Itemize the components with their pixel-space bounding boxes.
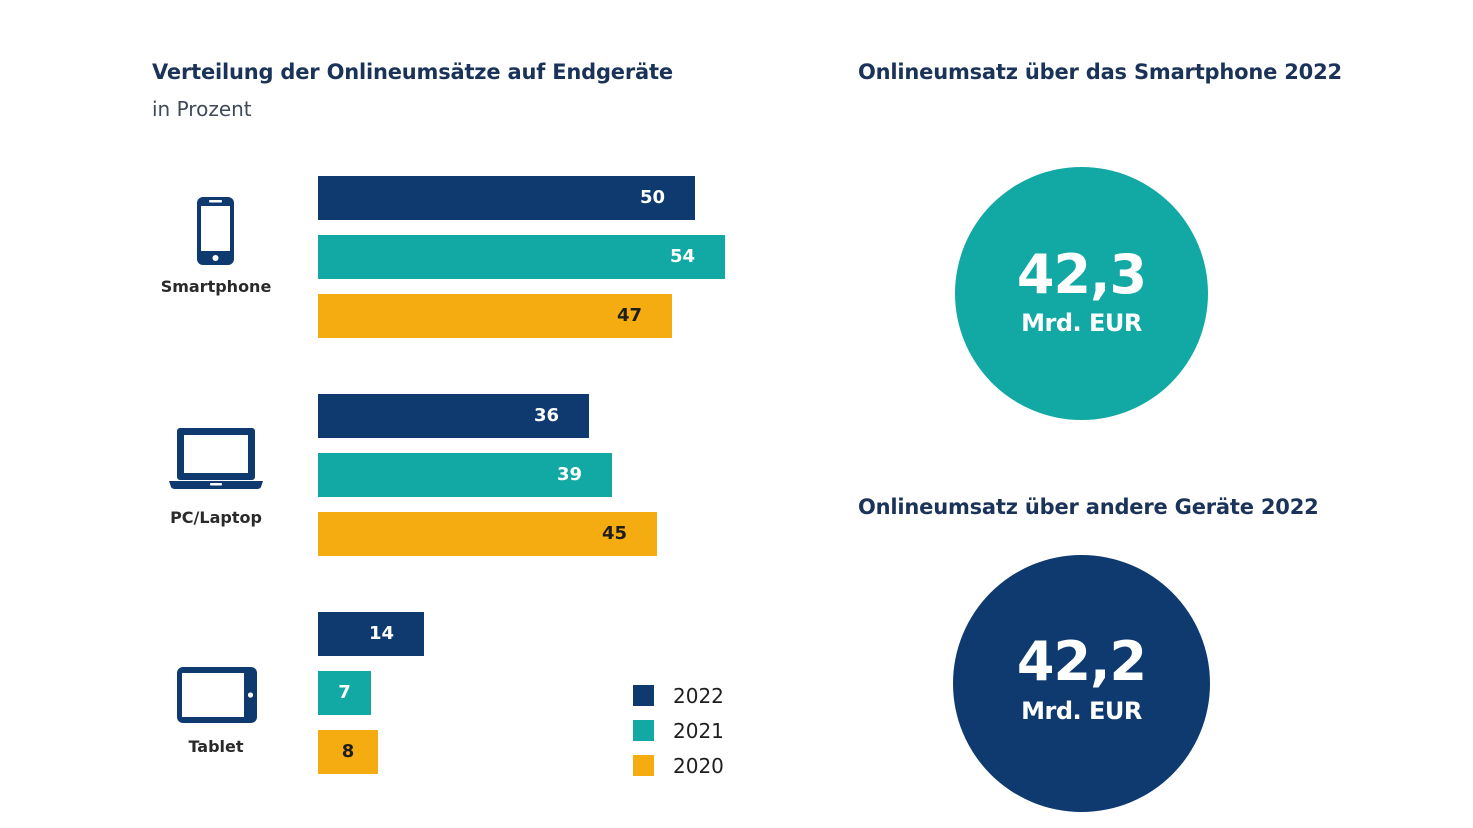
bar-pc-laptop-2022: 36 <box>318 394 589 438</box>
tablet-icon <box>177 667 257 723</box>
legend-label-2020: 2020 <box>673 754 724 778</box>
bar-pc-laptop-2021: 39 <box>318 453 612 497</box>
legend-label-2021: 2021 <box>673 719 724 743</box>
legend-swatch-2022 <box>633 685 654 706</box>
bar-value-label: 47 <box>616 305 642 326</box>
smartphone-revenue-circle: 42,3 Mrd. EUR <box>955 167 1208 420</box>
smartphone-revenue-unit: Mrd. EUR <box>1021 309 1142 337</box>
smartphone-revenue-title: Onlineumsatz über das Smartphone 2022 <box>858 60 1342 84</box>
bar-value-label: 50 <box>639 187 665 208</box>
legend-swatch-2021 <box>633 720 654 741</box>
bar-value-label: 8 <box>341 741 355 762</box>
other-devices-revenue-title: Onlineumsatz über andere Geräte 2022 <box>858 495 1319 519</box>
other-devices-revenue-unit: Mrd. EUR <box>1021 697 1142 725</box>
category-label-tablet: Tablet <box>188 737 244 756</box>
smartphone-revenue-value: 42,3 <box>1016 243 1147 306</box>
bar-value-label: 45 <box>601 523 627 544</box>
bar-value-label: 36 <box>533 405 559 426</box>
bar-value-label: 54 <box>669 246 695 267</box>
other-devices-revenue-value: 42,2 <box>1016 630 1147 693</box>
chart-subtitle: in Prozent <box>152 97 252 121</box>
other-devices-revenue-circle: 42,2 Mrd. EUR <box>953 555 1210 812</box>
bar-tablet-2022: 14 <box>318 612 424 656</box>
category-tablet: Tablet <box>151 665 281 756</box>
category-label-pc-laptop: PC/Laptop <box>170 508 262 527</box>
bar-value-label: 7 <box>338 682 351 703</box>
bar-value-label: 14 <box>368 623 394 644</box>
category-label-smartphone: Smartphone <box>160 277 272 296</box>
laptop-icon <box>169 428 263 489</box>
bar-pc-laptop-2020: 45 <box>318 512 657 556</box>
bar-smartphone-2020: 47 <box>318 294 672 338</box>
bar-value-label: 39 <box>556 464 582 485</box>
smartphone-icon <box>197 197 234 265</box>
bar-tablet-2020: 8 <box>318 730 378 774</box>
legend-swatch-2020 <box>633 755 654 776</box>
chart-title: Verteilung der Onlineumsätze auf Endgerä… <box>152 60 673 84</box>
bar-smartphone-2021: 54 <box>318 235 725 279</box>
category-smartphone: Smartphone <box>151 195 281 296</box>
bar-smartphone-2022: 50 <box>318 176 695 220</box>
bar-tablet-2021: 7 <box>318 671 371 715</box>
category-pc-laptop: PC/Laptop <box>151 425 281 527</box>
legend-label-2022: 2022 <box>673 684 724 708</box>
